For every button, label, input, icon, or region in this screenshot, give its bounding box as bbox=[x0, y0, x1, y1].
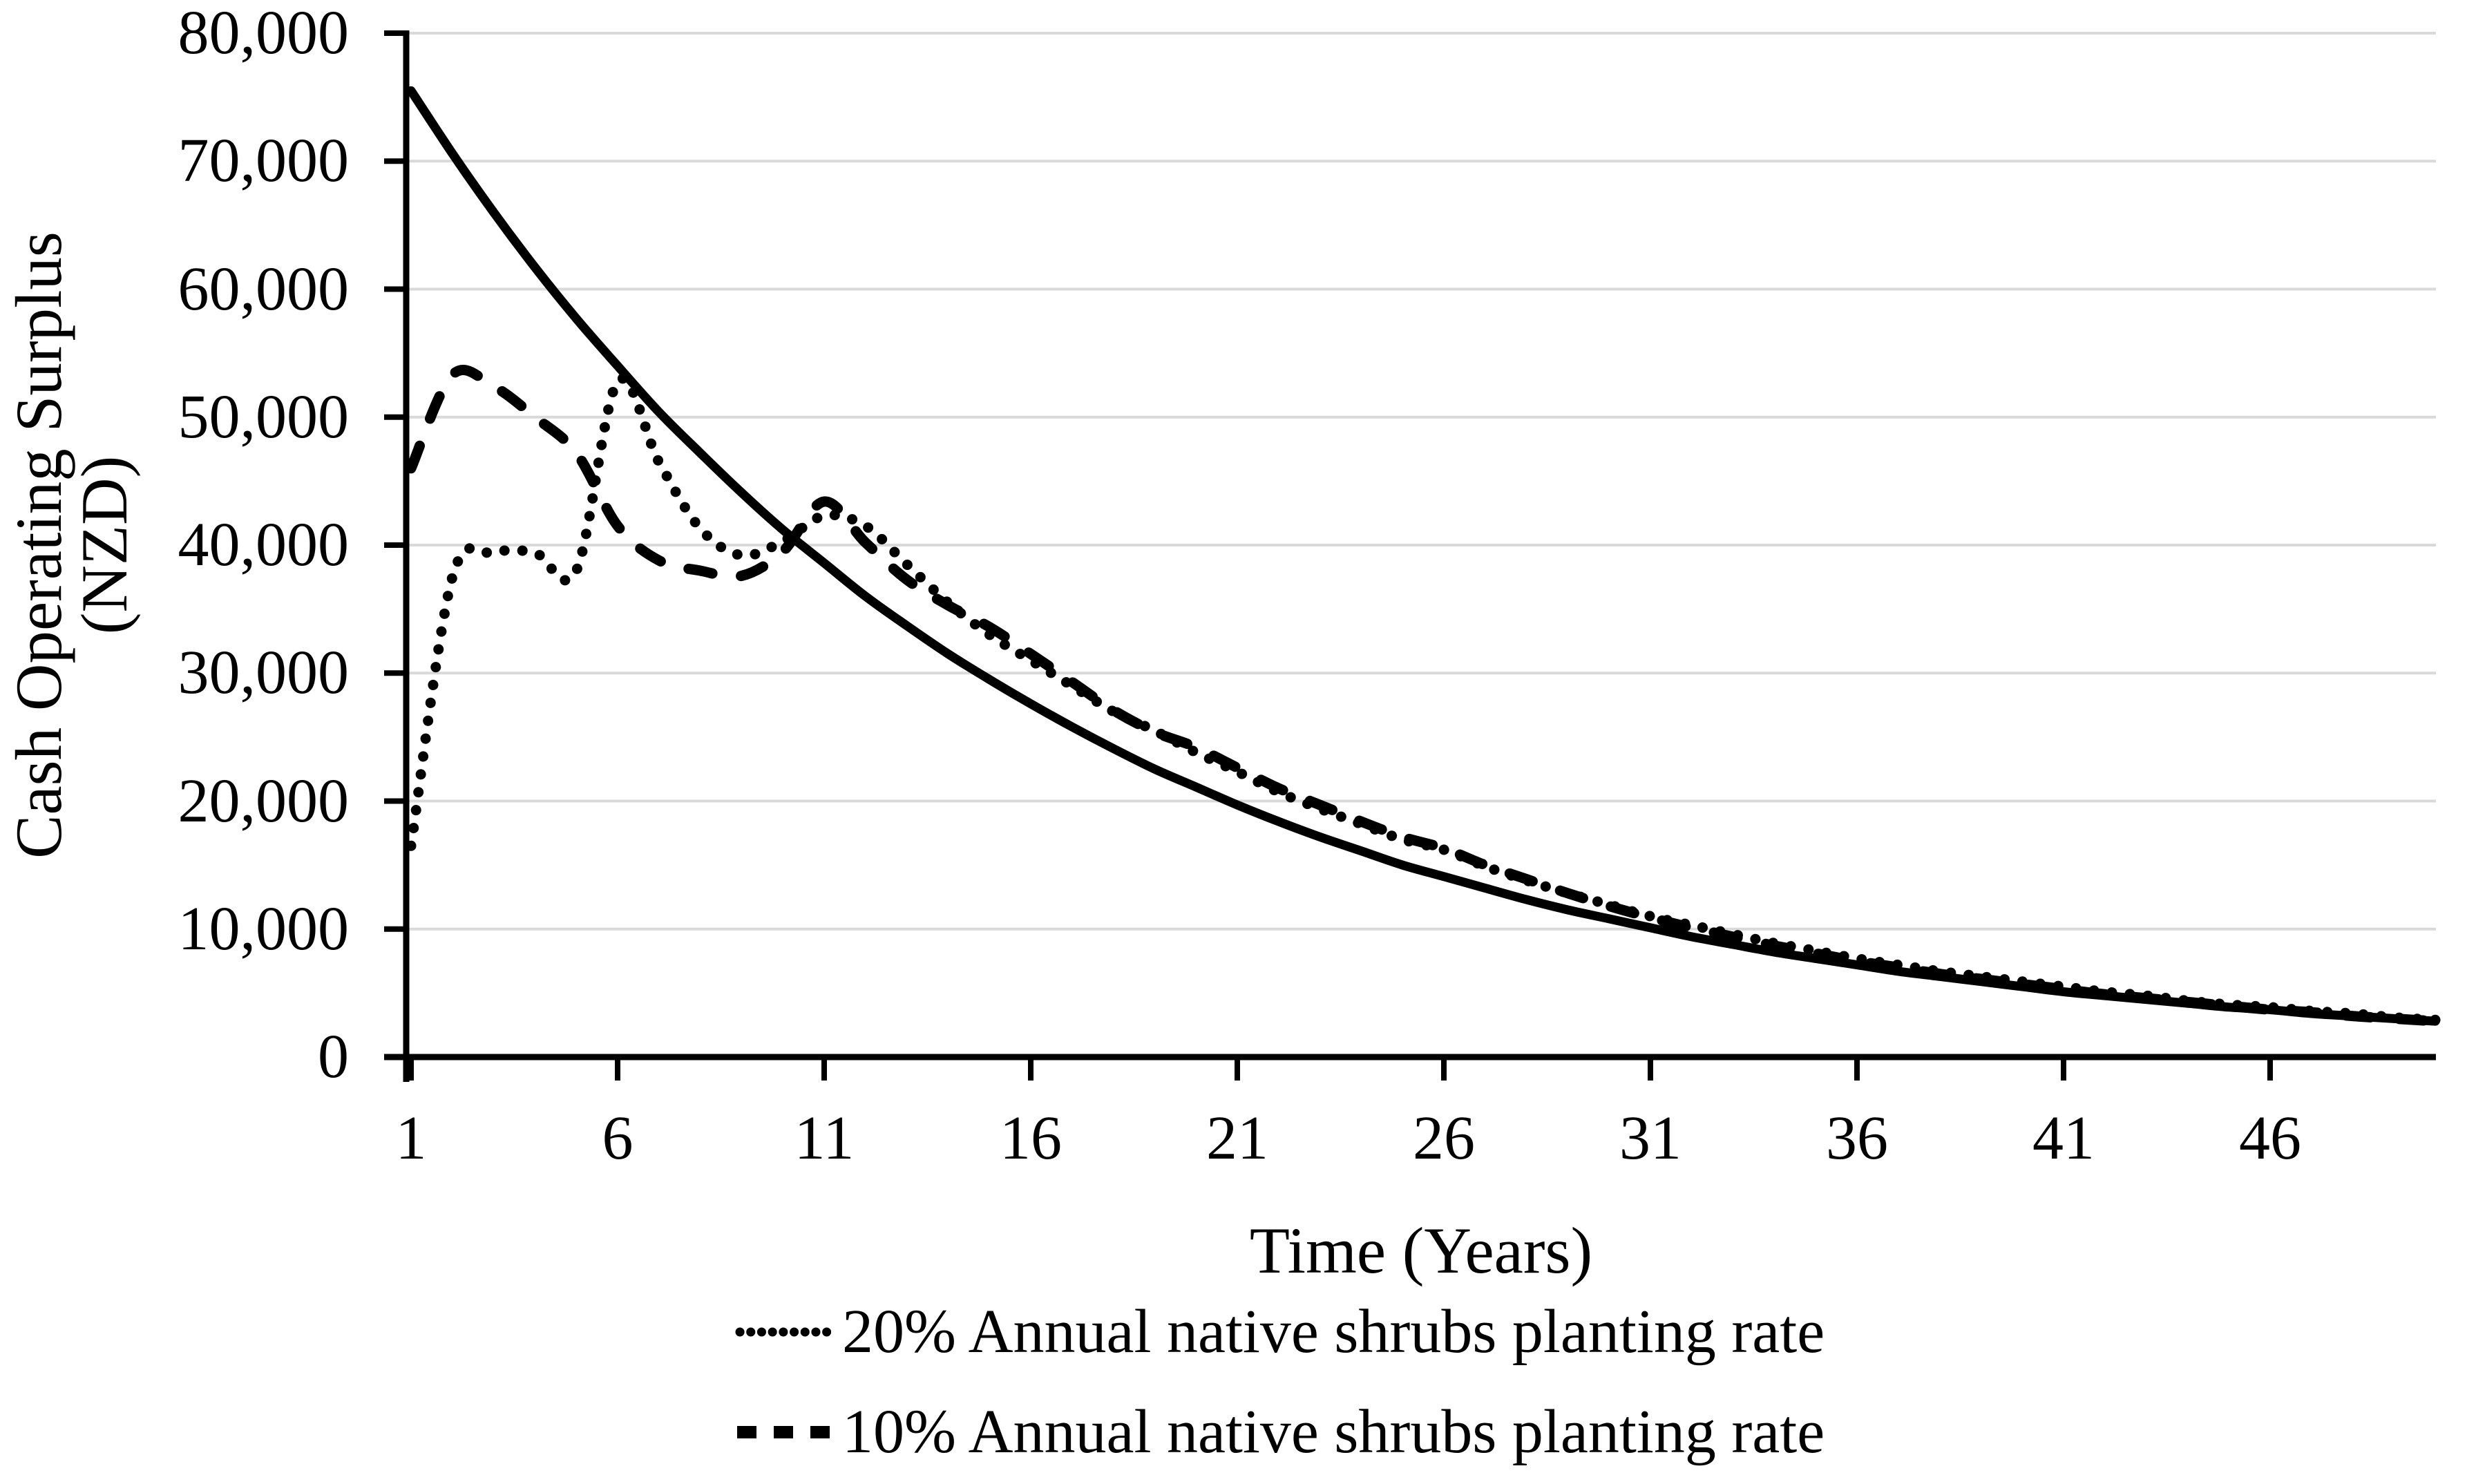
x-tick-label: 21 bbox=[1206, 1104, 1268, 1172]
x-tick-label: 26 bbox=[1413, 1104, 1475, 1172]
x-tick-label: 1 bbox=[395, 1104, 427, 1172]
series-line-baseline-solid bbox=[406, 86, 2440, 1026]
y-tick-label: 10,000 bbox=[178, 894, 350, 963]
legend-item-10-percent: 10% Annual native shrubs planting rate bbox=[734, 1398, 1825, 1467]
y-tick-label: 30,000 bbox=[178, 638, 350, 707]
y-tick-label: 20,000 bbox=[178, 766, 350, 835]
x-tick-label: 11 bbox=[794, 1104, 855, 1172]
y-tick-label: 40,000 bbox=[178, 511, 350, 579]
y-tick-label: 0 bbox=[318, 1022, 349, 1091]
y-tick-label: 70,000 bbox=[178, 126, 350, 196]
series-line-10-percent-planting bbox=[406, 365, 2441, 1027]
legend-label-10-percent: 10% Annual native shrubs planting rate bbox=[842, 1398, 1825, 1466]
x-tick-label: 36 bbox=[1826, 1104, 1888, 1172]
y-tick-label: 80,000 bbox=[178, 0, 350, 67]
x-tick-label: 16 bbox=[1000, 1104, 1062, 1172]
x-axis-title: Time (Years) bbox=[1249, 1214, 1593, 1287]
legend-label-20-percent: 20% Annual native shrubs planting rate bbox=[842, 1297, 1825, 1366]
x-tick-label: 46 bbox=[2239, 1104, 2301, 1172]
y-tick-label: 60,000 bbox=[178, 254, 350, 323]
series-line-20-percent-planting bbox=[406, 373, 2441, 1025]
dashed-line-sample-icon bbox=[737, 1426, 830, 1438]
x-tick-label: 41 bbox=[2032, 1104, 2095, 1172]
legend-item-20-percent: 20% Annual native shrubs planting rate bbox=[734, 1297, 1825, 1367]
x-tick-label: 6 bbox=[602, 1104, 634, 1172]
y-tick-label: 50,000 bbox=[178, 382, 350, 451]
dotted-line-sample-icon bbox=[735, 1327, 831, 1337]
x-tick-label: 31 bbox=[1619, 1104, 1682, 1172]
